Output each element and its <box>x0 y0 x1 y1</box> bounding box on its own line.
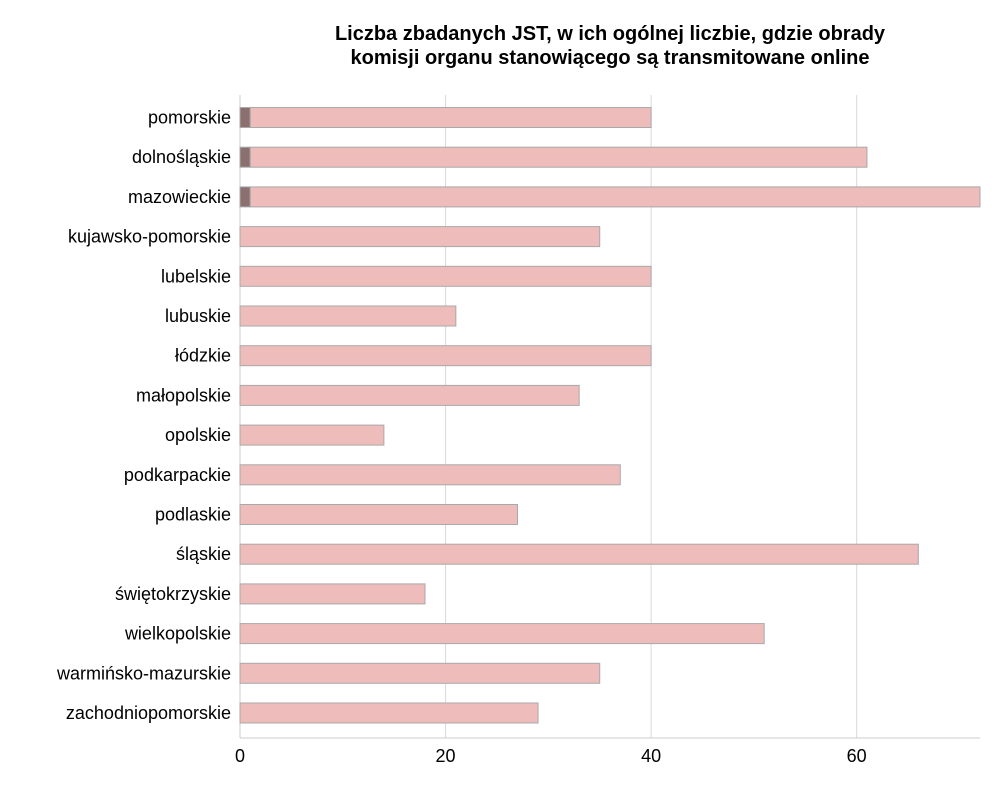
category-label-12: śląskie <box>176 544 231 564</box>
category-label-8: małopolskie <box>136 385 231 405</box>
category-label-15: warmińsko-mazurskie <box>56 663 231 683</box>
bar-segment-1-4 <box>239 226 601 248</box>
category-label-13: świętokrzyskie <box>115 584 231 604</box>
category-label-7: łódzkie <box>175 346 231 366</box>
bar-segment-1-5 <box>239 265 652 287</box>
category-label-9: opolskie <box>165 425 231 445</box>
bar-segment-1-8 <box>239 384 580 406</box>
bar-segment-1-15 <box>239 662 601 684</box>
bar-segment-1-6 <box>239 305 457 327</box>
category-label-1: pomorskie <box>148 108 231 128</box>
bar-segment-1-9 <box>239 424 385 446</box>
category-label-10: podkarpackie <box>124 465 231 485</box>
x-tick-label-60: 60 <box>847 746 867 766</box>
bar-segment-1-7 <box>239 345 652 367</box>
bar-segment-1-16 <box>239 702 539 724</box>
category-label-4: kujawsko-pomorskie <box>68 227 231 247</box>
bar-segment-1-11 <box>239 504 518 525</box>
category-label-2: dolnośląskie <box>132 147 231 167</box>
category-label-6: lubuskie <box>165 306 231 326</box>
category-label-11: podlaskie <box>155 505 231 525</box>
x-tick-label-0: 0 <box>235 746 245 766</box>
category-label-5: lubelskie <box>161 266 231 286</box>
chart-title-line-2: komisji organu stanowiącego są transmito… <box>350 47 870 69</box>
category-label-14: wielkopolskie <box>124 624 231 644</box>
bar-segment-0-1 <box>239 107 251 128</box>
x-tick-label-20: 20 <box>436 746 456 766</box>
bar-segment-0-2 <box>239 146 251 168</box>
bar-segment-1-2 <box>249 146 868 168</box>
bar-segment-0-3 <box>239 186 251 208</box>
bar-segment-1-14 <box>239 623 765 645</box>
bar-segment-1-10 <box>239 464 621 486</box>
bar-segment-1-13 <box>239 583 426 605</box>
x-tick-label-40: 40 <box>641 746 661 766</box>
bar-segment-1-1 <box>249 107 652 128</box>
category-label-3: mazowieckie <box>128 187 231 207</box>
bar-segment-1-3 <box>249 186 981 208</box>
category-label-16: zachodniopomorskie <box>66 703 231 723</box>
chart-title-line-1: Liczba zbadanych JST, w ich ogólnej licz… <box>334 23 886 45</box>
bar-segment-1-12 <box>239 543 919 565</box>
